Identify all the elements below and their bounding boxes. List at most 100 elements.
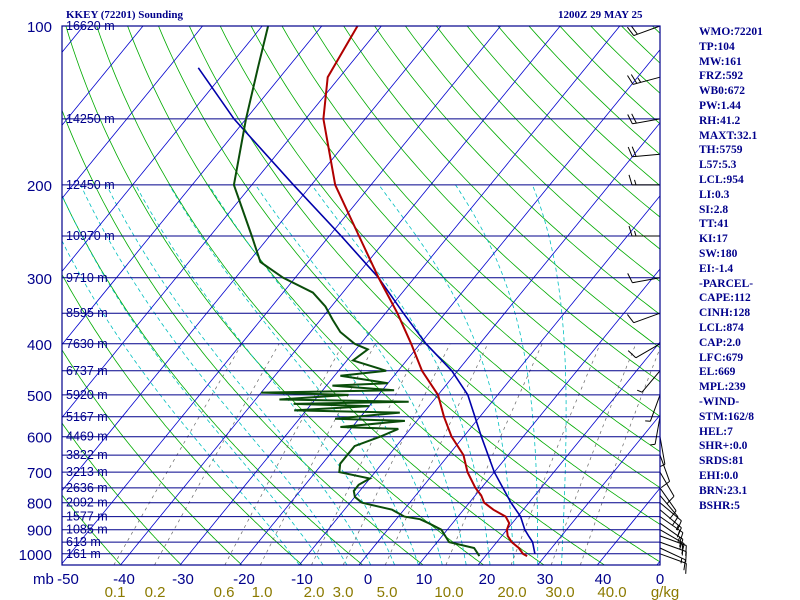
wind-barb — [628, 225, 660, 237]
wind-barb-staff — [659, 522, 684, 540]
wind-barb-flag — [660, 480, 670, 489]
wind-barb-half-flag — [675, 524, 679, 531]
wind-barb-staff — [659, 516, 684, 534]
wind-barb-staff — [632, 153, 661, 158]
dry-adiabat — [374, 26, 660, 315]
temperature-tick-label: -10 — [291, 571, 313, 588]
wind-barb — [627, 25, 661, 37]
temperature-tick-label: 40 — [595, 571, 612, 588]
isotherm — [298, 122, 660, 565]
wind-barb-half-flag — [677, 536, 681, 543]
stat-item: LFC:679 — [699, 351, 744, 364]
moist-adiabat — [62, 194, 324, 565]
height-label: 5920 m — [66, 388, 108, 402]
pressure-tick-label: 1000 — [19, 547, 52, 564]
plot-frame — [61, 25, 661, 566]
wind-barb-flag — [683, 559, 686, 571]
isotherm — [418, 268, 660, 565]
wind-barb-flag — [627, 26, 635, 36]
height-label: 161 m — [66, 547, 101, 561]
wind-barb — [659, 436, 666, 468]
wind-barb-flag — [627, 146, 633, 157]
trace-layer — [197, 26, 536, 557]
stat-item: BRN:23.1 — [699, 484, 748, 497]
isotherm — [62, 26, 382, 419]
wind-barb-flag — [676, 520, 682, 531]
pressure-tick-label: 400 — [27, 337, 52, 354]
wind-barb-staff — [659, 436, 666, 465]
isotherm — [179, 26, 621, 565]
wind-barb-half-flag — [679, 541, 682, 547]
stat-item: TH:5759 — [699, 144, 743, 157]
temperature-trace — [322, 26, 528, 557]
height-label: 8595 m — [66, 306, 108, 320]
stat-item: CINH:128 — [699, 307, 751, 320]
mixing-ratio-tick-label: g/kg — [651, 584, 679, 600]
wind-barb-staff — [659, 541, 687, 553]
wind-barb-staff — [641, 370, 661, 393]
wind-barb-staff — [654, 416, 661, 445]
temperature-tick-label: 0 — [364, 571, 372, 588]
wind-barb — [627, 146, 661, 158]
height-label: 3213 m — [66, 465, 108, 479]
wind-barb-flag — [627, 273, 633, 283]
stat-item: MW:161 — [699, 55, 742, 68]
stat-item: BSHR:5 — [699, 499, 740, 512]
isotherm — [62, 26, 203, 199]
height-label: 613 m — [66, 535, 101, 549]
stat-item: PW:1.44 — [699, 99, 741, 112]
isotherm — [239, 49, 660, 565]
pressure-tick-label: 300 — [27, 271, 52, 288]
wind-barb-flag — [630, 25, 638, 35]
wind-barb-flag — [627, 114, 633, 125]
height-label: 4469 m — [66, 430, 108, 444]
dry-adiabat — [405, 26, 660, 282]
isotherm — [62, 26, 263, 273]
moist-adiabat — [106, 184, 372, 565]
chart-header-left: KKEY (72201) Sounding — [66, 9, 183, 21]
wind-barb — [645, 394, 661, 422]
pressure-tick-label: 500 — [27, 388, 52, 405]
stats-panel: WMO:72201 TP:104 MW:161 FRZ:592 WB0:672 PW:1.… — [699, 25, 799, 513]
pressure-tick-label: 700 — [27, 465, 52, 482]
wind-barb-flag — [627, 75, 634, 85]
stat-item: EL:669 — [699, 366, 736, 379]
dry-adiabat — [435, 26, 660, 250]
temperature-tick-label: -50 — [57, 571, 79, 588]
stat-item: TT:41 — [699, 218, 729, 231]
mixing-ratio-line — [384, 343, 489, 565]
dry-adiabat — [219, 26, 660, 489]
height-label: 16620 m — [66, 19, 115, 33]
wind-barb-half-flag — [634, 230, 637, 237]
mixing-ratio-line — [154, 343, 280, 565]
stat-item: MPL:239 — [699, 381, 746, 394]
mixing-ratio-line — [580, 347, 660, 565]
stat-item: SW:180 — [699, 247, 738, 260]
isotherm — [62, 26, 323, 346]
wind-barb-staff — [632, 118, 661, 125]
temperature-tick-label: 0 — [656, 571, 664, 588]
isotherm — [358, 195, 660, 565]
stat-item: SHR+:0.0 — [699, 440, 748, 453]
mixing-ratio-tick-label: 0.6 — [214, 584, 235, 600]
mixing-ratio-tick-label: 5.0 — [377, 584, 398, 600]
wind-barb-flag — [666, 495, 675, 505]
wind-barb — [628, 174, 660, 186]
wind-barb-flag — [681, 543, 685, 554]
wind-barb — [627, 343, 661, 359]
height-label: 1577 m — [66, 510, 108, 524]
wind-barb — [659, 487, 677, 520]
wind-barb-staff — [659, 471, 675, 497]
wind-barb — [659, 495, 679, 526]
mixing-ratio-line — [445, 343, 543, 565]
moist-adiabat — [455, 184, 539, 565]
wind-barb-half-flag — [634, 179, 637, 186]
stat-item: LCL:874 — [699, 321, 744, 334]
height-label: 2092 m — [66, 496, 108, 510]
dry-adiabat — [62, 273, 303, 565]
wind-barb-flag — [671, 516, 679, 526]
wind-barb-layer — [627, 25, 687, 574]
wind-barb-half-flag — [659, 463, 666, 468]
